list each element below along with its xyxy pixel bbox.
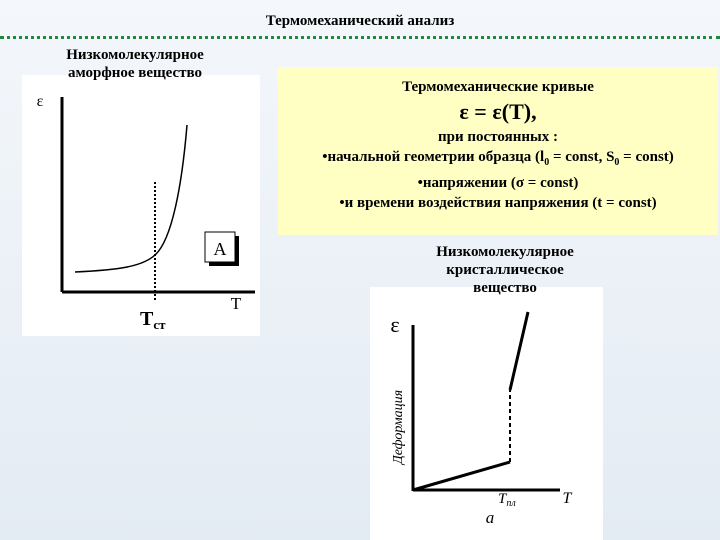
divider [0,36,720,39]
x-label: T [231,294,242,313]
bullet: напряжении (σ = const) [278,173,718,193]
graph-background [370,287,603,540]
box-label: A [214,239,227,259]
tick-sub: ст [153,317,166,332]
label-line: кристаллическое [446,262,564,278]
sub: 0 [544,157,550,168]
y-label: ε [37,93,44,110]
label-line: Низкомолекулярное [66,47,204,63]
tick-label: Tпл [498,491,516,509]
caption: а [486,508,495,527]
sub: 0 [614,157,620,168]
melt-slope [508,311,530,391]
solid-line [412,460,511,492]
label-line: вещество [473,280,537,296]
tick-text: T [498,491,508,507]
info-box: Термомеханические кривые ε = ε(T), при п… [278,67,718,235]
text: начальной геометрии образца (l [327,149,545,165]
text: = const) [619,149,674,165]
text: = const, S [549,149,615,165]
crystalline-graph: ε Деформация Tпл T а [370,287,603,540]
heading: Термомеханические кривые [402,79,594,95]
left-label: Низкомолекулярное аморфное вещество [30,46,240,82]
graph-background [22,75,260,336]
bullet: начальной геометрии образца (l0 = const,… [278,147,718,173]
formula: ε = ε(T), [459,99,537,124]
label-line: аморфное вещество [67,65,203,81]
label-line: Низкомолекулярное [436,244,574,260]
y-symbol: ε [390,312,399,337]
title: Термомеханический анализ [265,13,455,29]
amorphous-graph: A ε T Tст [22,75,260,336]
x-label: T [563,490,573,507]
text: и времени воздействия напряжения (t = co… [344,195,657,211]
right-label: Низкомолекулярное кристаллическое вещест… [400,243,610,297]
bullet: и времени воздействия напряжения (t = co… [278,193,718,213]
text: напряжении (σ = const) [422,175,579,191]
tick-text: T [140,308,154,330]
tick-label: Tст [140,308,166,332]
tick-sub: пл [506,498,516,509]
y-label: Деформация [391,390,406,466]
box [204,231,236,263]
condition: при постоянных : [438,129,558,145]
